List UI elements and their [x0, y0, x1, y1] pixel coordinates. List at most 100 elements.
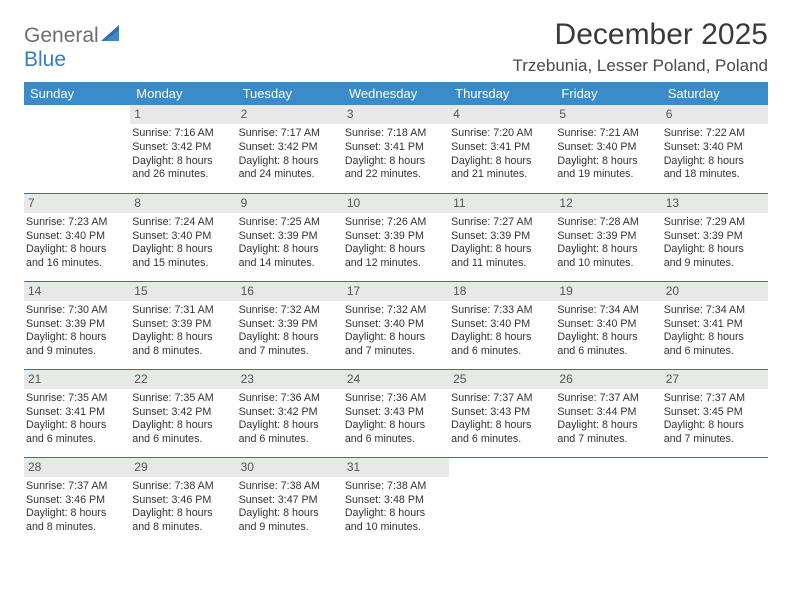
sail-icon [101, 24, 121, 42]
daylight-text-2: and 7 minutes. [345, 345, 447, 359]
day-number: 11 [449, 194, 555, 213]
sunrise-text: Sunrise: 7:35 AM [132, 392, 234, 406]
day-number: 30 [237, 458, 343, 477]
sunset-text: Sunset: 3:39 PM [239, 318, 341, 332]
daylight-text-1: Daylight: 8 hours [345, 243, 447, 257]
daylight-text-2: and 6 minutes. [239, 433, 341, 447]
day-number: 31 [343, 458, 449, 477]
sunrise-text: Sunrise: 7:33 AM [451, 304, 553, 318]
daylight-text-1: Daylight: 8 hours [664, 419, 766, 433]
sunset-text: Sunset: 3:42 PM [132, 406, 234, 420]
day-details: Sunrise: 7:17 AMSunset: 3:42 PMDaylight:… [239, 127, 341, 182]
day-number: 17 [343, 282, 449, 301]
day-number: 22 [130, 370, 236, 389]
day-number: 16 [237, 282, 343, 301]
calendar-table: Sunday Monday Tuesday Wednesday Thursday… [24, 82, 768, 545]
sunrise-text: Sunrise: 7:35 AM [26, 392, 128, 406]
day-number: 12 [555, 194, 661, 213]
daylight-text-2: and 9 minutes. [239, 521, 341, 535]
daylight-text-1: Daylight: 8 hours [26, 507, 128, 521]
weekday-header: Saturday [662, 82, 768, 105]
sunset-text: Sunset: 3:39 PM [132, 318, 234, 332]
weekday-header-row: Sunday Monday Tuesday Wednesday Thursday… [24, 82, 768, 105]
daylight-text-2: and 10 minutes. [345, 521, 447, 535]
sunset-text: Sunset: 3:39 PM [239, 230, 341, 244]
calendar-day-cell: 7Sunrise: 7:23 AMSunset: 3:40 PMDaylight… [24, 193, 130, 281]
page-header: General Blue December 2025 Trzebunia, Le… [24, 18, 768, 76]
day-details: Sunrise: 7:35 AMSunset: 3:42 PMDaylight:… [132, 392, 234, 447]
sunrise-text: Sunrise: 7:37 AM [26, 480, 128, 494]
sunrise-text: Sunrise: 7:36 AM [239, 392, 341, 406]
sunset-text: Sunset: 3:40 PM [345, 318, 447, 332]
day-number: 29 [130, 458, 236, 477]
sunset-text: Sunset: 3:41 PM [451, 141, 553, 155]
daylight-text-1: Daylight: 8 hours [132, 507, 234, 521]
daylight-text-2: and 19 minutes. [557, 168, 659, 182]
day-details: Sunrise: 7:37 AMSunset: 3:46 PMDaylight:… [26, 480, 128, 535]
day-details: Sunrise: 7:24 AMSunset: 3:40 PMDaylight:… [132, 216, 234, 271]
calendar-day-cell: 10 Sunrise: 7:26 AMSunset: 3:39 PMDayligh… [343, 193, 449, 281]
sunrise-text: Sunrise: 7:24 AM [132, 216, 234, 230]
calendar-day-cell: 17Sunrise: 7:32 AMSunset: 3:40 PMDayligh… [343, 281, 449, 369]
day-details: Sunrise: 7:36 AMSunset: 3:43 PMDaylight:… [345, 392, 447, 447]
calendar-day-cell: . [662, 457, 768, 545]
sunset-text: Sunset: 3:41 PM [345, 141, 447, 155]
day-details: Sunrise: 7:27 AMSunset: 3:39 PMDaylight:… [451, 216, 553, 271]
sunset-text: Sunset: 3:41 PM [664, 318, 766, 332]
sunset-text: Sunset: 3:40 PM [557, 318, 659, 332]
sunrise-text: Sunrise: 7:37 AM [451, 392, 553, 406]
calendar-day-cell: 19Sunrise: 7:34 AMSunset: 3:40 PMDayligh… [555, 281, 661, 369]
daylight-text-2: and 6 minutes. [132, 433, 234, 447]
daylight-text-1: Daylight: 8 hours [239, 155, 341, 169]
daylight-text-1: Daylight: 8 hours [451, 419, 553, 433]
day-details: Sunrise: 7:22 AMSunset: 3:40 PMDaylight:… [664, 127, 766, 182]
weekday-header: Monday [130, 82, 236, 105]
day-details: Sunrise: 7:25 AMSunset: 3:39 PMDaylight:… [239, 216, 341, 271]
daylight-text-2: and 8 minutes. [132, 521, 234, 535]
daylight-text-1: Daylight: 8 hours [557, 155, 659, 169]
sunrise-text: Sunrise: 7:38 AM [132, 480, 234, 494]
calendar-week-row: 21Sunrise: 7:35 AMSunset: 3:41 PMDayligh… [24, 369, 768, 457]
sunrise-text: Sunrise: 7:26 AM [345, 216, 447, 230]
day-number: 20 [662, 282, 768, 301]
day-number: 21 [24, 370, 130, 389]
daylight-text-2: and 15 minutes. [132, 257, 234, 271]
sunset-text: Sunset: 3:47 PM [239, 494, 341, 508]
sunset-text: Sunset: 3:46 PM [132, 494, 234, 508]
day-details: Sunrise: 7:38 AMSunset: 3:46 PMDaylight:… [132, 480, 234, 535]
day-number: 8 [130, 194, 236, 213]
day-number: 1 [130, 105, 236, 124]
calendar-day-cell: . [449, 457, 555, 545]
day-details: Sunrise: 7:21 AMSunset: 3:40 PMDaylight:… [557, 127, 659, 182]
calendar-day-cell: 11 Sunrise: 7:27 AMSunset: 3:39 PMDayligh… [449, 193, 555, 281]
day-number: 10 [343, 194, 449, 213]
daylight-text-2: and 12 minutes. [345, 257, 447, 271]
sunrise-text: Sunrise: 7:31 AM [132, 304, 234, 318]
brand-word-2: Blue [24, 48, 66, 71]
daylight-text-1: Daylight: 8 hours [451, 243, 553, 257]
day-number: 18 [449, 282, 555, 301]
calendar-week-row: 28Sunrise: 7:37 AMSunset: 3:46 PMDayligh… [24, 457, 768, 545]
day-number: 27 [662, 370, 768, 389]
weekday-header: Tuesday [237, 82, 343, 105]
sunrise-text: Sunrise: 7:27 AM [451, 216, 553, 230]
day-number: 7 [24, 194, 130, 213]
calendar-day-cell: . [24, 105, 130, 193]
month-title: December 2025 [513, 18, 768, 52]
day-details: Sunrise: 7:38 AMSunset: 3:48 PMDaylight:… [345, 480, 447, 535]
calendar-day-cell: 6Sunrise: 7:22 AMSunset: 3:40 PMDaylight… [662, 105, 768, 193]
day-details: Sunrise: 7:26 AMSunset: 3:39 PMDaylight:… [345, 216, 447, 271]
day-number: 15 [130, 282, 236, 301]
day-details: Sunrise: 7:18 AMSunset: 3:41 PMDaylight:… [345, 127, 447, 182]
sunset-text: Sunset: 3:44 PM [557, 406, 659, 420]
daylight-text-2: and 11 minutes. [451, 257, 553, 271]
calendar-day-cell: 31 Sunrise: 7:38 AMSunset: 3:48 PMDayligh… [343, 457, 449, 545]
sunset-text: Sunset: 3:39 PM [451, 230, 553, 244]
sunrise-text: Sunrise: 7:29 AM [664, 216, 766, 230]
daylight-text-1: Daylight: 8 hours [557, 331, 659, 345]
sunrise-text: Sunrise: 7:16 AM [132, 127, 234, 141]
daylight-text-2: and 14 minutes. [239, 257, 341, 271]
day-details: Sunrise: 7:16 AMSunset: 3:42 PMDaylight:… [132, 127, 234, 182]
day-number: 2 [237, 105, 343, 124]
brand-text: General Blue [24, 24, 121, 72]
